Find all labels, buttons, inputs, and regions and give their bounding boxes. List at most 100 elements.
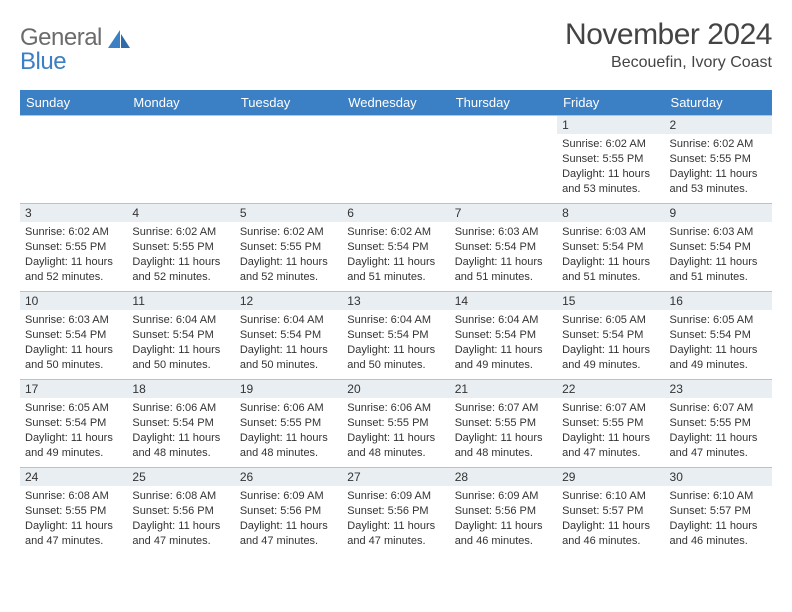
day-number: 20 xyxy=(342,380,449,398)
calendar-day-cell: . xyxy=(450,116,557,204)
day-number: 22 xyxy=(557,380,664,398)
calendar-day-cell: 18Sunrise: 6:06 AMSunset: 5:54 PMDayligh… xyxy=(127,380,234,468)
calendar-day-cell: 13Sunrise: 6:04 AMSunset: 5:54 PMDayligh… xyxy=(342,292,449,380)
calendar-day-cell: 2Sunrise: 6:02 AMSunset: 5:55 PMDaylight… xyxy=(665,116,772,204)
day-number: 1 xyxy=(557,116,664,134)
title-block: November 2024 Becouefin, Ivory Coast xyxy=(565,18,772,72)
calendar-day-cell: 6Sunrise: 6:02 AMSunset: 5:54 PMDaylight… xyxy=(342,204,449,292)
calendar-day-cell: . xyxy=(235,116,342,204)
day-number: 13 xyxy=(342,292,449,310)
day-details: Sunrise: 6:02 AMSunset: 5:55 PMDaylight:… xyxy=(665,134,772,198)
calendar-week-row: 24Sunrise: 6:08 AMSunset: 5:55 PMDayligh… xyxy=(20,468,772,554)
day-details: Sunrise: 6:06 AMSunset: 5:54 PMDaylight:… xyxy=(127,398,234,462)
weekday-header: Tuesday xyxy=(235,90,342,116)
day-details: Sunrise: 6:03 AMSunset: 5:54 PMDaylight:… xyxy=(665,222,772,286)
day-number: 8 xyxy=(557,204,664,222)
day-number: 7 xyxy=(450,204,557,222)
location-subtitle: Becouefin, Ivory Coast xyxy=(565,54,772,72)
day-number: 17 xyxy=(20,380,127,398)
day-number: 9 xyxy=(665,204,772,222)
weekday-header: Saturday xyxy=(665,90,772,116)
month-title: November 2024 xyxy=(565,18,772,52)
calendar-week-row: 10Sunrise: 6:03 AMSunset: 5:54 PMDayligh… xyxy=(20,292,772,380)
day-details: Sunrise: 6:04 AMSunset: 5:54 PMDaylight:… xyxy=(450,310,557,374)
day-details: Sunrise: 6:08 AMSunset: 5:56 PMDaylight:… xyxy=(127,486,234,550)
calendar-day-cell: 21Sunrise: 6:07 AMSunset: 5:55 PMDayligh… xyxy=(450,380,557,468)
day-details: Sunrise: 6:09 AMSunset: 5:56 PMDaylight:… xyxy=(342,486,449,550)
calendar-header-row: SundayMondayTuesdayWednesdayThursdayFrid… xyxy=(20,90,772,116)
day-details: Sunrise: 6:05 AMSunset: 5:54 PMDaylight:… xyxy=(557,310,664,374)
calendar-day-cell: 7Sunrise: 6:03 AMSunset: 5:54 PMDaylight… xyxy=(450,204,557,292)
day-details: Sunrise: 6:07 AMSunset: 5:55 PMDaylight:… xyxy=(450,398,557,462)
brand-sail-icon xyxy=(106,28,132,50)
calendar-day-cell: 16Sunrise: 6:05 AMSunset: 5:54 PMDayligh… xyxy=(665,292,772,380)
calendar-day-cell: 5Sunrise: 6:02 AMSunset: 5:55 PMDaylight… xyxy=(235,204,342,292)
calendar-day-cell: 19Sunrise: 6:06 AMSunset: 5:55 PMDayligh… xyxy=(235,380,342,468)
calendar-week-row: 3Sunrise: 6:02 AMSunset: 5:55 PMDaylight… xyxy=(20,204,772,292)
calendar-day-cell: 20Sunrise: 6:06 AMSunset: 5:55 PMDayligh… xyxy=(342,380,449,468)
day-number: 21 xyxy=(450,380,557,398)
day-details: Sunrise: 6:02 AMSunset: 5:55 PMDaylight:… xyxy=(235,222,342,286)
calendar-day-cell: 8Sunrise: 6:03 AMSunset: 5:54 PMDaylight… xyxy=(557,204,664,292)
calendar-day-cell: 9Sunrise: 6:03 AMSunset: 5:54 PMDaylight… xyxy=(665,204,772,292)
calendar-day-cell: 1Sunrise: 6:02 AMSunset: 5:55 PMDaylight… xyxy=(557,116,664,204)
day-number: 16 xyxy=(665,292,772,310)
brand-logo: General Blue xyxy=(20,18,140,76)
day-number: 6 xyxy=(342,204,449,222)
day-number: 27 xyxy=(342,468,449,486)
day-number: 4 xyxy=(127,204,234,222)
brand-text-blue: Blue xyxy=(20,48,140,76)
day-details: Sunrise: 6:03 AMSunset: 5:54 PMDaylight:… xyxy=(557,222,664,286)
day-number: 30 xyxy=(665,468,772,486)
calendar-day-cell: 26Sunrise: 6:09 AMSunset: 5:56 PMDayligh… xyxy=(235,468,342,554)
day-details: Sunrise: 6:07 AMSunset: 5:55 PMDaylight:… xyxy=(557,398,664,462)
weekday-header: Thursday xyxy=(450,90,557,116)
calendar-day-cell: 23Sunrise: 6:07 AMSunset: 5:55 PMDayligh… xyxy=(665,380,772,468)
day-number: 26 xyxy=(235,468,342,486)
day-number: 15 xyxy=(557,292,664,310)
weekday-header: Friday xyxy=(557,90,664,116)
day-details: Sunrise: 6:02 AMSunset: 5:55 PMDaylight:… xyxy=(127,222,234,286)
day-number: 19 xyxy=(235,380,342,398)
calendar-day-cell: 29Sunrise: 6:10 AMSunset: 5:57 PMDayligh… xyxy=(557,468,664,554)
day-details: Sunrise: 6:06 AMSunset: 5:55 PMDaylight:… xyxy=(235,398,342,462)
day-details: Sunrise: 6:04 AMSunset: 5:54 PMDaylight:… xyxy=(235,310,342,374)
day-number: 2 xyxy=(665,116,772,134)
calendar-day-cell: 10Sunrise: 6:03 AMSunset: 5:54 PMDayligh… xyxy=(20,292,127,380)
day-number: 5 xyxy=(235,204,342,222)
day-number: 10 xyxy=(20,292,127,310)
day-details: Sunrise: 6:06 AMSunset: 5:55 PMDaylight:… xyxy=(342,398,449,462)
day-number: 24 xyxy=(20,468,127,486)
calendar-day-cell: 12Sunrise: 6:04 AMSunset: 5:54 PMDayligh… xyxy=(235,292,342,380)
weekday-header: Wednesday xyxy=(342,90,449,116)
day-details: Sunrise: 6:09 AMSunset: 5:56 PMDaylight:… xyxy=(450,486,557,550)
calendar-day-cell: 11Sunrise: 6:04 AMSunset: 5:54 PMDayligh… xyxy=(127,292,234,380)
calendar-day-cell: 3Sunrise: 6:02 AMSunset: 5:55 PMDaylight… xyxy=(20,204,127,292)
day-number: 25 xyxy=(127,468,234,486)
day-details: Sunrise: 6:10 AMSunset: 5:57 PMDaylight:… xyxy=(665,486,772,550)
day-details: Sunrise: 6:04 AMSunset: 5:54 PMDaylight:… xyxy=(127,310,234,374)
day-details: Sunrise: 6:05 AMSunset: 5:54 PMDaylight:… xyxy=(665,310,772,374)
day-number: 18 xyxy=(127,380,234,398)
calendar-day-cell: 25Sunrise: 6:08 AMSunset: 5:56 PMDayligh… xyxy=(127,468,234,554)
calendar-day-cell: 24Sunrise: 6:08 AMSunset: 5:55 PMDayligh… xyxy=(20,468,127,554)
day-details: Sunrise: 6:02 AMSunset: 5:55 PMDaylight:… xyxy=(557,134,664,198)
calendar-week-row: 17Sunrise: 6:05 AMSunset: 5:54 PMDayligh… xyxy=(20,380,772,468)
day-details: Sunrise: 6:05 AMSunset: 5:54 PMDaylight:… xyxy=(20,398,127,462)
day-number: 29 xyxy=(557,468,664,486)
day-number: 28 xyxy=(450,468,557,486)
calendar-day-cell: 27Sunrise: 6:09 AMSunset: 5:56 PMDayligh… xyxy=(342,468,449,554)
page-header: General Blue November 2024 Becouefin, Iv… xyxy=(20,18,772,76)
calendar-day-cell: 28Sunrise: 6:09 AMSunset: 5:56 PMDayligh… xyxy=(450,468,557,554)
weekday-header: Monday xyxy=(127,90,234,116)
day-details: Sunrise: 6:07 AMSunset: 5:55 PMDaylight:… xyxy=(665,398,772,462)
calendar-week-row: .....1Sunrise: 6:02 AMSunset: 5:55 PMDay… xyxy=(20,116,772,204)
calendar-day-cell: . xyxy=(342,116,449,204)
day-details: Sunrise: 6:02 AMSunset: 5:54 PMDaylight:… xyxy=(342,222,449,286)
day-details: Sunrise: 6:10 AMSunset: 5:57 PMDaylight:… xyxy=(557,486,664,550)
day-details: Sunrise: 6:02 AMSunset: 5:55 PMDaylight:… xyxy=(20,222,127,286)
calendar-day-cell: 30Sunrise: 6:10 AMSunset: 5:57 PMDayligh… xyxy=(665,468,772,554)
day-number: 23 xyxy=(665,380,772,398)
day-details: Sunrise: 6:04 AMSunset: 5:54 PMDaylight:… xyxy=(342,310,449,374)
day-number: 11 xyxy=(127,292,234,310)
